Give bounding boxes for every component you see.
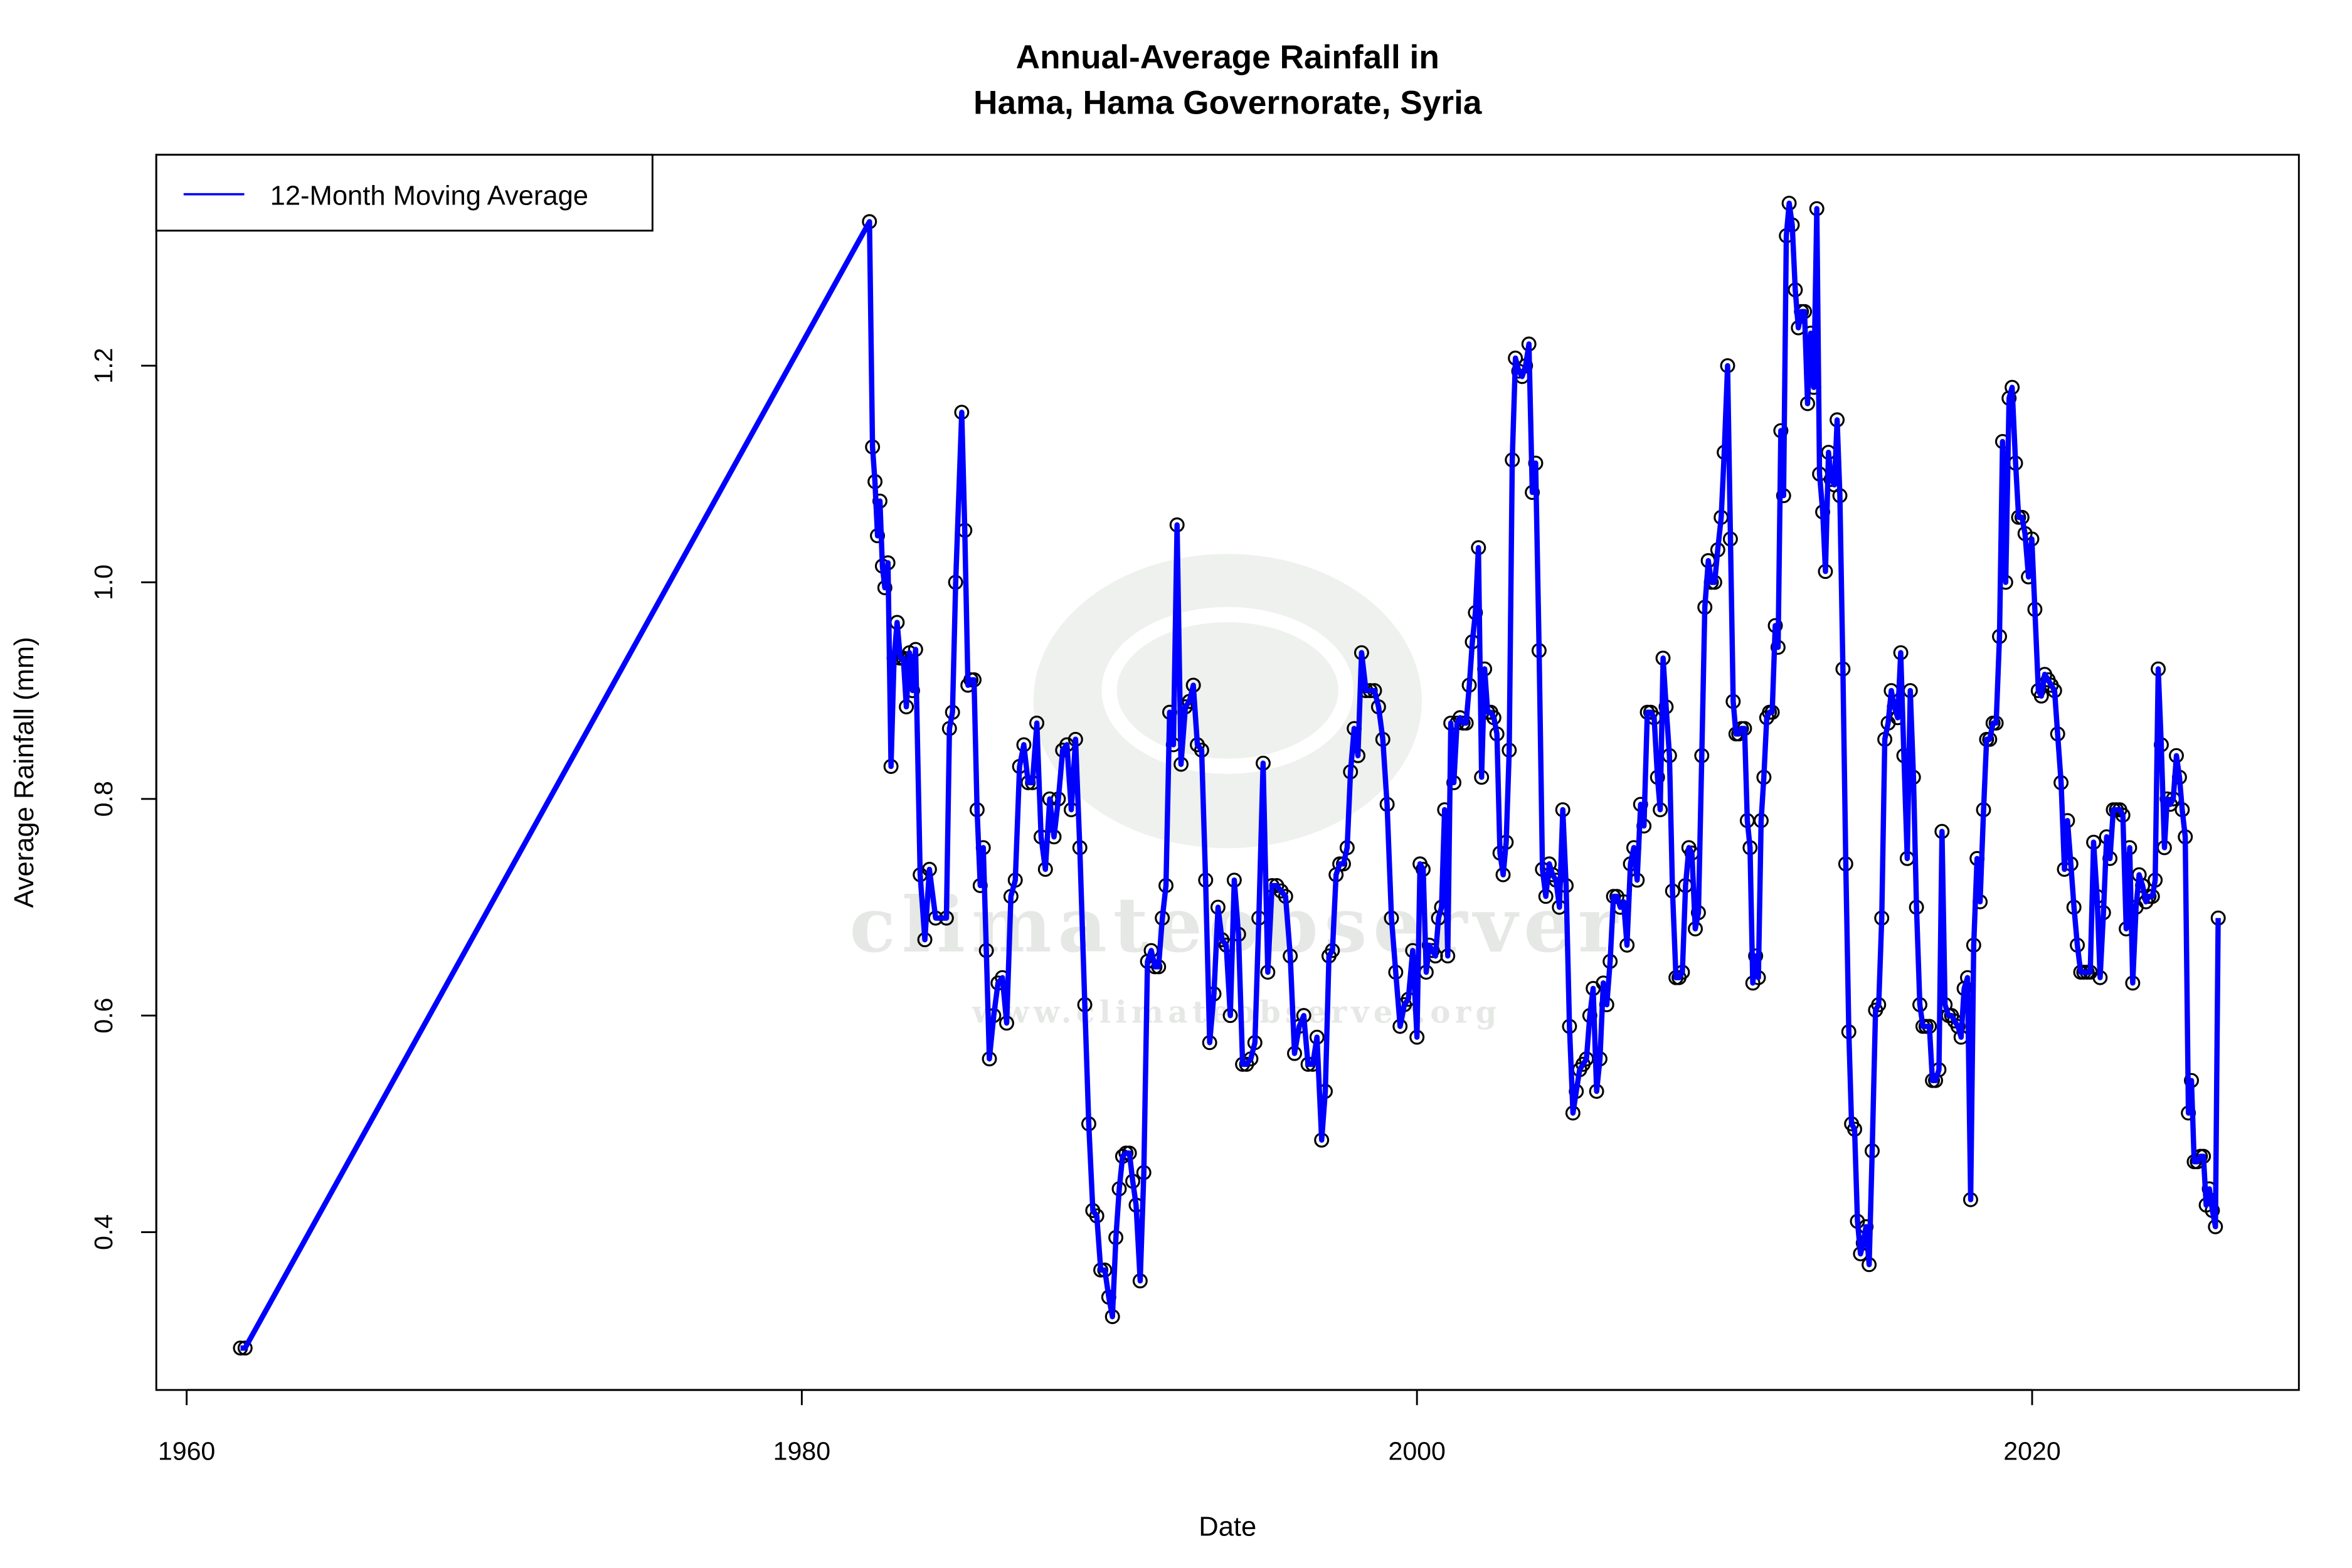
y-tick-label: 1.2: [89, 347, 118, 383]
data-point: [237, 1340, 253, 1356]
legend: 12-Month Moving Average: [155, 154, 654, 232]
watermark-globe-icon: [1033, 554, 1422, 849]
x-tick-label: 1960: [158, 1436, 215, 1465]
legend-box: [155, 154, 654, 232]
x-tick-label: 1980: [773, 1436, 830, 1465]
x-axis: 1960 1980 2000 2020: [158, 1389, 2061, 1465]
x-tick-label: 2000: [1388, 1436, 1445, 1465]
series-line-12-month-moving-average: [240, 200, 2221, 1351]
watermark-globe-outline: [1101, 607, 1354, 774]
y-axis: 0.4 0.6 0.8 1.0 1.2: [89, 347, 157, 1250]
y-tick-label: 0.8: [89, 781, 118, 817]
y-tick-label: 0.4: [89, 1214, 118, 1250]
chart-title-line-2: Hama, Hama Governorate, Syria: [973, 84, 1482, 121]
y-tick-label: 0.6: [89, 998, 118, 1034]
legend-entry: 12-Month Moving Average: [270, 181, 588, 211]
chart-title-line-1: Annual-Average Rainfall in: [1016, 39, 1439, 76]
y-axis-label: Average Rainfall (mm): [9, 637, 40, 908]
y-tick-label: 1.0: [89, 564, 118, 600]
x-axis-label: Date: [1199, 1512, 1256, 1542]
x-tick-label: 2020: [2003, 1436, 2060, 1465]
